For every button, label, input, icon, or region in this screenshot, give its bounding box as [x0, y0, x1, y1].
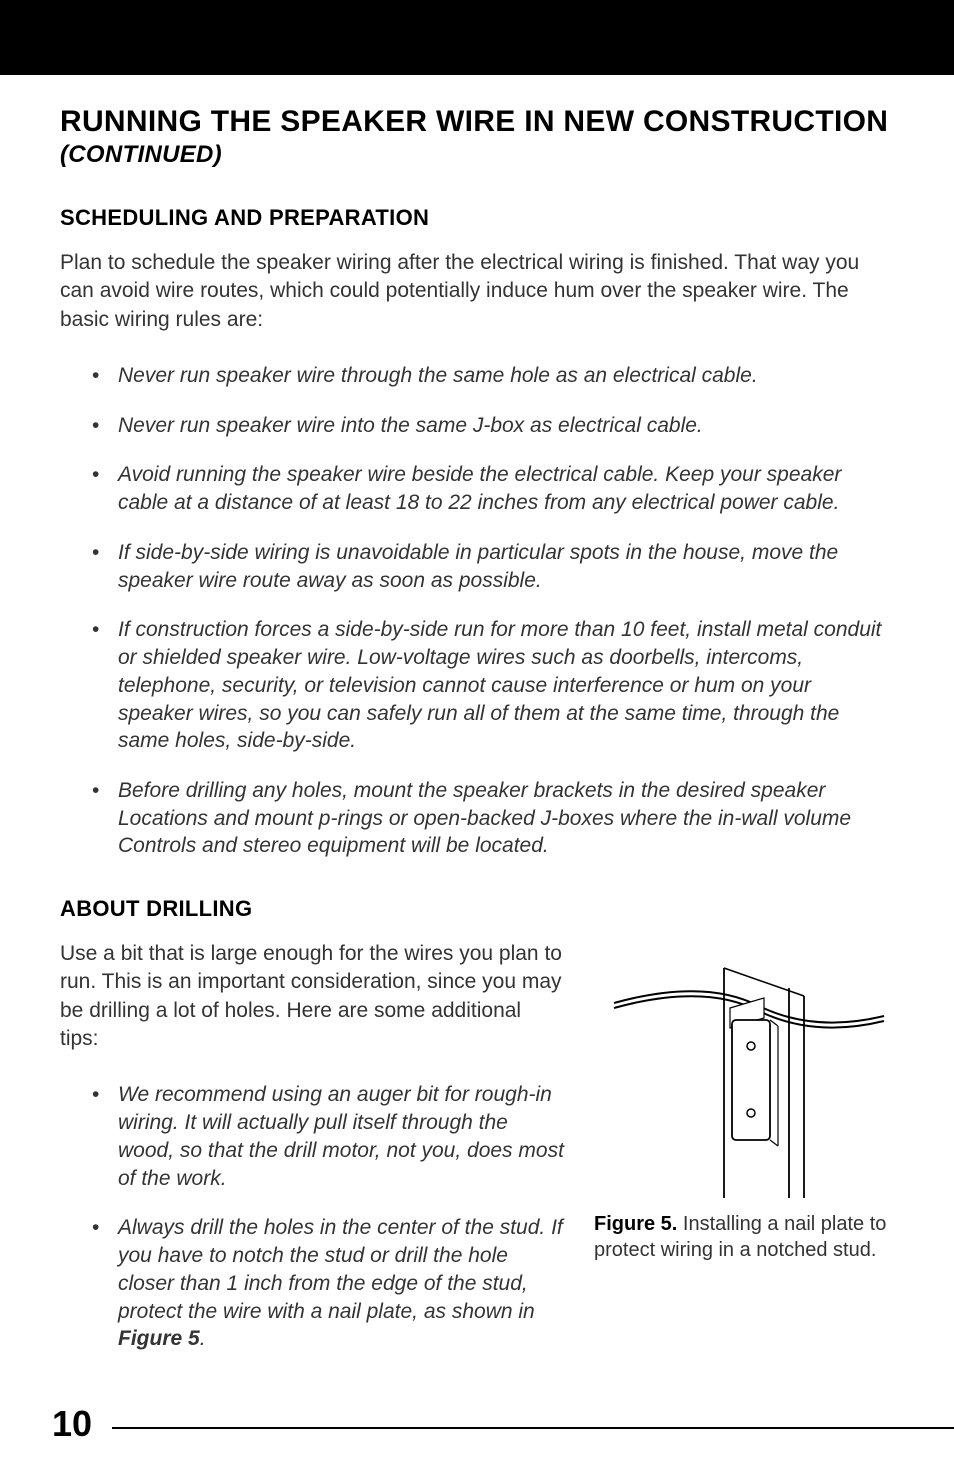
- right-column: Figure 5. Installing a nail plate to pro…: [594, 940, 894, 1263]
- section2-heading: ABOUT DRILLING: [60, 896, 894, 922]
- page-content: RUNNING THE SPEAKER WIRE IN NEW CONSTRUC…: [0, 75, 954, 1375]
- list-item: We recommend using an auger bit for roug…: [118, 1081, 564, 1192]
- section1-heading: SCHEDULING AND PREPARATION: [60, 205, 894, 231]
- section2-intro: Use a bit that is large enough for the w…: [60, 940, 564, 1053]
- nail-plate-diagram-icon: [594, 948, 894, 1198]
- list-item: If construction forces a side-by-side ru…: [118, 616, 884, 755]
- figure-reference: Figure 5: [118, 1327, 200, 1350]
- period: .: [200, 1327, 206, 1350]
- footer-rule: [112, 1427, 954, 1429]
- main-title: RUNNING THE SPEAKER WIRE IN NEW CONSTRUC…: [60, 105, 894, 139]
- page-number: 10: [52, 1403, 92, 1445]
- continued-label: (CONTINUED): [60, 141, 894, 169]
- header-black-bar: [0, 0, 954, 75]
- list-item: Avoid running the speaker wire beside th…: [118, 461, 884, 516]
- section1-intro: Plan to schedule the speaker wiring afte…: [60, 249, 894, 334]
- two-column-layout: Use a bit that is large enough for the w…: [60, 940, 894, 1375]
- list-item: If side-by-side wiring is unavoidable in…: [118, 539, 884, 594]
- list-item: Never run speaker wire through the same …: [118, 362, 884, 390]
- figure-label: Figure 5.: [594, 1213, 677, 1235]
- figure-caption: Figure 5. Installing a nail plate to pro…: [594, 1211, 894, 1263]
- list-item-text: Always drill the holes in the center of …: [118, 1216, 563, 1322]
- list-item: Never run speaker wire into the same J-b…: [118, 412, 884, 440]
- list-item: Always drill the holes in the center of …: [118, 1214, 564, 1353]
- list-item: Before drilling any holes, mount the spe…: [118, 777, 884, 860]
- section2-bullets: We recommend using an auger bit for roug…: [60, 1081, 564, 1352]
- section1-bullets: Never run speaker wire through the same …: [60, 362, 894, 860]
- left-column: Use a bit that is large enough for the w…: [60, 940, 564, 1375]
